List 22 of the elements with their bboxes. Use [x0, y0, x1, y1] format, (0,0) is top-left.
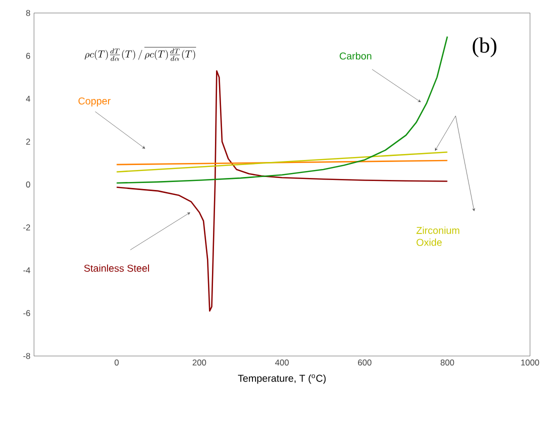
x-tick-label: 600 [358, 360, 372, 366]
x-tick-label: 0 [114, 360, 119, 366]
annotation: $\rho c(T)\frac{dT}{d\alpha}(T)\,/\,\overline{\rho c(T)\frac{dT}{d\alpha}(T)}$ [84, 47, 196, 61]
y-tick-label: -8 [23, 353, 30, 359]
text: Zirconium Oxide [416, 226, 460, 246]
annotation: (b) [472, 37, 496, 58]
text: Carbon [340, 52, 372, 60]
text: Copper [78, 97, 111, 106]
x-tick-label: 1000 [521, 360, 540, 366]
text: Stainless Steel [84, 264, 149, 272]
y-tick-label: 8 [26, 10, 30, 16]
x-tick-label: 400 [275, 360, 289, 366]
y-tick-label: 6 [26, 52, 30, 59]
y-tick-label: -6 [23, 310, 30, 316]
x-axis-title: Temperature, T ($^{o}$C) [238, 374, 326, 384]
x-tick-label: 800 [440, 360, 454, 366]
x-tick-label: 200 [192, 360, 206, 366]
y-tick-label: 0 [26, 182, 30, 188]
y-tick-label: 4 [26, 96, 30, 102]
y-tick-label: 2 [26, 138, 30, 145]
y-tick-label: -4 [23, 267, 30, 274]
y-tick-label: -2 [23, 224, 30, 230]
